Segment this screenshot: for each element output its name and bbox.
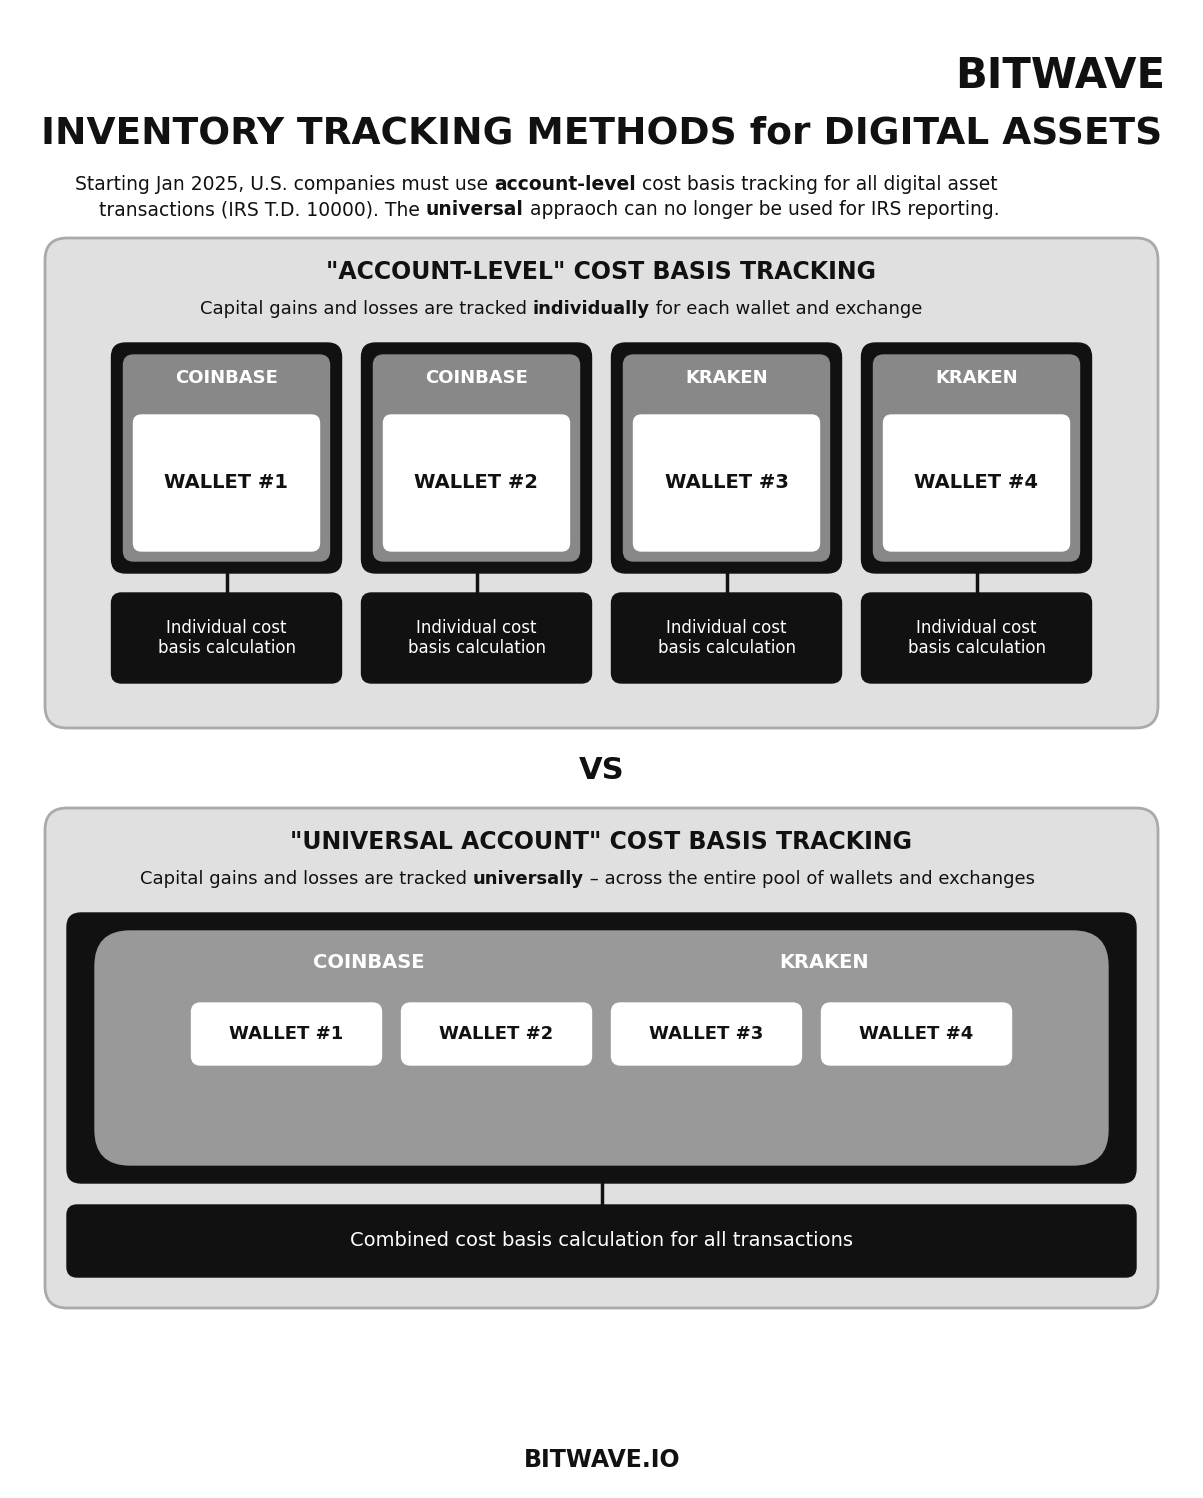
FancyBboxPatch shape xyxy=(361,343,592,574)
FancyBboxPatch shape xyxy=(861,593,1091,683)
FancyBboxPatch shape xyxy=(822,1004,1012,1065)
FancyBboxPatch shape xyxy=(611,593,842,683)
Text: BITWAVE: BITWAVE xyxy=(955,55,1165,97)
FancyBboxPatch shape xyxy=(384,415,569,551)
FancyBboxPatch shape xyxy=(873,355,1079,560)
FancyBboxPatch shape xyxy=(361,593,592,683)
FancyBboxPatch shape xyxy=(402,1004,592,1065)
FancyBboxPatch shape xyxy=(883,415,1069,551)
Text: BITWAVE.IO: BITWAVE.IO xyxy=(523,1449,681,1473)
Text: transactions (IRS T.D. 10000). The: transactions (IRS T.D. 10000). The xyxy=(75,201,426,219)
Text: appraoch can no longer be used for IRS reporting.: appraoch can no longer be used for IRS r… xyxy=(523,201,1000,219)
FancyBboxPatch shape xyxy=(112,343,342,574)
Text: COINBASE: COINBASE xyxy=(176,369,278,386)
FancyBboxPatch shape xyxy=(67,1204,1136,1276)
Text: WALLET #1: WALLET #1 xyxy=(165,473,289,493)
Text: universally: universally xyxy=(473,870,583,888)
FancyBboxPatch shape xyxy=(191,1004,381,1065)
FancyBboxPatch shape xyxy=(861,343,1091,574)
Text: WALLET #4: WALLET #4 xyxy=(859,1025,973,1043)
Text: "ACCOUNT-LEVEL" COST BASIS TRACKING: "ACCOUNT-LEVEL" COST BASIS TRACKING xyxy=(326,261,877,285)
FancyBboxPatch shape xyxy=(45,807,1158,1308)
Text: Starting Jan 2025, U.S. companies must use: Starting Jan 2025, U.S. companies must u… xyxy=(75,175,494,195)
Text: cost basis tracking for all digital asset: cost basis tracking for all digital asse… xyxy=(636,175,997,195)
FancyBboxPatch shape xyxy=(124,355,330,560)
Text: KRAKEN: KRAKEN xyxy=(780,953,870,972)
Text: – across the entire pool of wallets and exchanges: – across the entire pool of wallets and … xyxy=(583,870,1035,888)
Text: WALLET #4: WALLET #4 xyxy=(914,473,1038,493)
Text: Combined cost basis calculation for all transactions: Combined cost basis calculation for all … xyxy=(350,1231,853,1251)
Text: Individual cost
basis calculation: Individual cost basis calculation xyxy=(907,619,1045,658)
Text: Individual cost
basis calculation: Individual cost basis calculation xyxy=(408,619,545,658)
Text: WALLET #1: WALLET #1 xyxy=(230,1025,344,1043)
Text: COINBASE: COINBASE xyxy=(425,369,528,386)
FancyBboxPatch shape xyxy=(95,930,1108,1165)
Text: WALLET #2: WALLET #2 xyxy=(415,473,539,493)
Text: Individual cost
basis calculation: Individual cost basis calculation xyxy=(158,619,296,658)
FancyBboxPatch shape xyxy=(611,1004,801,1065)
Text: Individual cost
basis calculation: Individual cost basis calculation xyxy=(658,619,795,658)
Text: INVENTORY TRACKING METHODS for DIGITAL ASSETS: INVENTORY TRACKING METHODS for DIGITAL A… xyxy=(41,115,1162,151)
Text: WALLET #3: WALLET #3 xyxy=(664,473,788,493)
Text: Capital gains and losses are tracked: Capital gains and losses are tracked xyxy=(140,870,473,888)
FancyBboxPatch shape xyxy=(134,415,320,551)
Text: for each wallet and exchange: for each wallet and exchange xyxy=(650,300,923,318)
Text: "UNIVERSAL ACCOUNT" COST BASIS TRACKING: "UNIVERSAL ACCOUNT" COST BASIS TRACKING xyxy=(290,830,913,854)
FancyBboxPatch shape xyxy=(373,355,580,560)
Text: Capital gains and losses are tracked: Capital gains and losses are tracked xyxy=(200,300,533,318)
Text: KRAKEN: KRAKEN xyxy=(686,369,768,386)
FancyBboxPatch shape xyxy=(634,415,819,551)
FancyBboxPatch shape xyxy=(67,912,1136,1183)
Text: account-level: account-level xyxy=(494,175,636,195)
FancyBboxPatch shape xyxy=(45,238,1158,728)
Text: COINBASE: COINBASE xyxy=(313,953,425,972)
FancyBboxPatch shape xyxy=(112,593,342,683)
Text: KRAKEN: KRAKEN xyxy=(935,369,1018,386)
Text: universal: universal xyxy=(426,201,523,219)
Text: VS: VS xyxy=(579,756,624,785)
Text: WALLET #3: WALLET #3 xyxy=(650,1025,764,1043)
Text: individually: individually xyxy=(533,300,650,318)
FancyBboxPatch shape xyxy=(623,355,830,560)
Text: WALLET #2: WALLET #2 xyxy=(439,1025,553,1043)
FancyBboxPatch shape xyxy=(611,343,842,574)
